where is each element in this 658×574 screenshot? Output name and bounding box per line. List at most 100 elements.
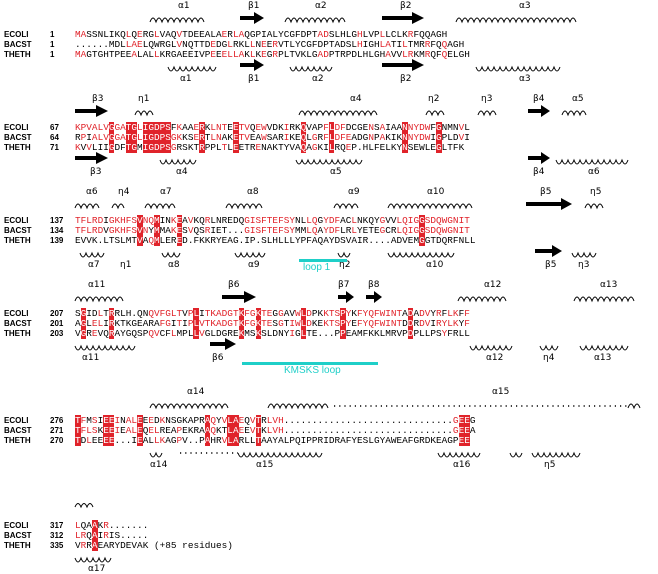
alignment-block-5: α14 α15 ECOLI 276 TFMSIEEINALEEEDKNSGKAP… xyxy=(0,386,658,478)
ss-label: η2 xyxy=(339,260,351,270)
ss-label: α4 xyxy=(350,94,362,104)
ss-label: α12 xyxy=(484,280,502,290)
seq-number: 276 xyxy=(50,416,64,425)
ss-label: β4 xyxy=(533,167,545,177)
ss-label: η2 xyxy=(428,94,440,104)
seq-number: 134 xyxy=(50,226,64,235)
ss-label: α9 xyxy=(248,260,260,270)
ss-label: α15 xyxy=(256,460,274,470)
sequence-row: AGLELIRKTKGEARAFGITIPLVTKADGTKFGKTESGTIW… xyxy=(75,318,470,329)
ss-label: α5 xyxy=(330,167,342,177)
seq-number: 201 xyxy=(50,319,64,328)
secondary-structure-top-6 xyxy=(74,503,112,563)
sequence-row: LQAAKR....... xyxy=(75,520,149,531)
sequence-row: ......MDLLAELQWRGLVNQTTDEDGLRKLLNEERVTLY… xyxy=(75,39,465,50)
secondary-structure-top-4 xyxy=(74,291,635,351)
ss-label: η1 xyxy=(138,94,150,104)
seq-name: BACST xyxy=(4,226,32,235)
seq-name: ECOLI xyxy=(4,309,29,318)
seq-name: BACST xyxy=(4,531,32,540)
ss-label: α11 xyxy=(88,280,106,290)
seq-name: ECOLI xyxy=(4,123,29,132)
seq-name: THETH xyxy=(4,329,31,338)
ss-label: β8 xyxy=(368,280,380,290)
sequence-row: TFLSKEEIEALEQELREAPEKRAAQKTLAEEVTKLVH...… xyxy=(75,425,476,436)
ss-label: α6 xyxy=(588,167,600,177)
ss-label: α2 xyxy=(312,74,324,84)
seq-number: 1 xyxy=(50,30,55,39)
sequence-row: MASSNLIKQLQERGLVAQVTDEEALAERLAQGPIALYCGF… xyxy=(75,29,448,40)
alignment-block-1: α1 β1 α2 β2 α3 ECOLI 1 MASSNLIKQLQERGLVA… xyxy=(0,0,658,92)
seq-name: THETH xyxy=(4,143,31,152)
seq-name: BACST xyxy=(4,319,32,328)
alignment-block-6: ECOLI 317 LQAAKR....... BACST 312 LRQAIR… xyxy=(0,480,658,574)
seq-number: 1 xyxy=(50,50,55,59)
seq-number: 270 xyxy=(50,436,64,445)
ss-label: η4 xyxy=(118,187,130,197)
kmsks-loop-label: KMSKS loop xyxy=(284,365,341,376)
ss-label: η5 xyxy=(590,187,602,197)
ss-label: α5 xyxy=(572,94,584,104)
ss-label: β2 xyxy=(400,74,412,84)
seq-number: 71 xyxy=(50,143,59,152)
seq-name: ECOLI xyxy=(4,416,29,425)
ss-label: β4 xyxy=(533,94,545,104)
seq-name: BACST xyxy=(4,426,32,435)
seq-number: 203 xyxy=(50,329,64,338)
ss-label: β3 xyxy=(90,167,102,177)
ss-label: α10 xyxy=(427,187,445,197)
ss-label: α6 xyxy=(86,187,98,197)
alignment-block-2: β3 η1 α4 η2 η3 β4 α5 ECOLI 67 KPVALVGGAT… xyxy=(0,93,658,185)
seq-name: ECOLI xyxy=(4,521,29,530)
ss-label: η5 xyxy=(544,460,556,470)
ss-label: β2 xyxy=(400,1,412,11)
alignment-block-3: α6 η4 α7 α8 α9 α10 β5 η5 ECOLI 137 TFLRD… xyxy=(0,186,658,278)
sequence-row: MAGTGHTPEEALALLKRGAEEIVPEEELLAKLKEGRPLTV… xyxy=(75,49,470,60)
loop1-label: loop 1 xyxy=(303,262,331,273)
ss-label: α1 xyxy=(180,74,192,84)
ss-label: β1 xyxy=(248,1,260,11)
ss-label: α13 xyxy=(600,280,618,290)
sequence-row: TDLEEEE...IEALLKAGPV..PAHRVLARLLTAAYALPQ… xyxy=(75,435,470,446)
ss-label: η4 xyxy=(543,353,555,363)
sequence-row: KPVALVGGATGLIGDPSFKAAERKLNTEETVQEWVDKIRK… xyxy=(75,122,470,133)
ss-label: α13 xyxy=(594,353,612,363)
ss-label: α3 xyxy=(519,1,531,11)
seq-number: 317 xyxy=(50,521,64,530)
seq-number: 312 xyxy=(50,531,64,540)
seq-name: BACST xyxy=(4,133,32,142)
ss-label: β6 xyxy=(228,280,240,290)
ss-label: η1 xyxy=(120,260,132,270)
ss-label: α3 xyxy=(519,74,531,84)
ss-label: α7 xyxy=(88,260,100,270)
sequence-row: RPIALVGGATGLIGDPSGKKSERTLNAKETVEAWSARIKE… xyxy=(75,132,470,143)
kmsks-loop-bar xyxy=(242,362,378,365)
sequence-row: KVVLIIGDFTGMIGDPSGRSKTRPPLTLEETRENAKTYVA… xyxy=(75,142,465,153)
seq-name: THETH xyxy=(4,436,31,445)
ss-label: α14 xyxy=(187,387,205,397)
loop1-bar xyxy=(299,259,347,262)
secondary-structure-top-5 xyxy=(149,403,641,458)
seq-name: ECOLI xyxy=(4,216,29,225)
ss-label: α16 xyxy=(453,460,471,470)
ss-label: α12 xyxy=(486,353,504,363)
seq-number: 67 xyxy=(50,123,59,132)
ss-label: α15 xyxy=(492,387,510,397)
sequence-row: LRQAIRIS..... xyxy=(75,530,149,541)
ss-label: β5 xyxy=(545,260,557,270)
sequence-row: VRRAEARYDEVAK (+85 residues) xyxy=(75,540,233,551)
alignment-block-4: α11 β6 β7 β8 α12 α13 ECOLI 207 SGIDLTRRL… xyxy=(0,279,658,376)
ss-label: β3 xyxy=(92,94,104,104)
seq-name: BACST xyxy=(4,40,32,49)
secondary-structure-top-3 xyxy=(74,198,604,258)
ss-label: α11 xyxy=(82,353,100,363)
sequence-row: TFLRDIGKHFSVNQMINKEAVKQRLNREDQGISFTEFSYN… xyxy=(75,215,470,226)
seq-number: 1 xyxy=(50,40,55,49)
seq-number: 207 xyxy=(50,309,64,318)
ss-label: α17 xyxy=(88,564,106,574)
sequence-row: TFMSIEEINALEEEDKNSGKAPRAQYVLAEQVTRLVH...… xyxy=(75,415,476,426)
ss-label: α4 xyxy=(176,167,188,177)
sequence-row: EVVK.LTSLMTVAQMLERED.FKKRYEAG.IP.SLHLLLY… xyxy=(75,235,476,246)
ss-label: α10 xyxy=(426,260,444,270)
